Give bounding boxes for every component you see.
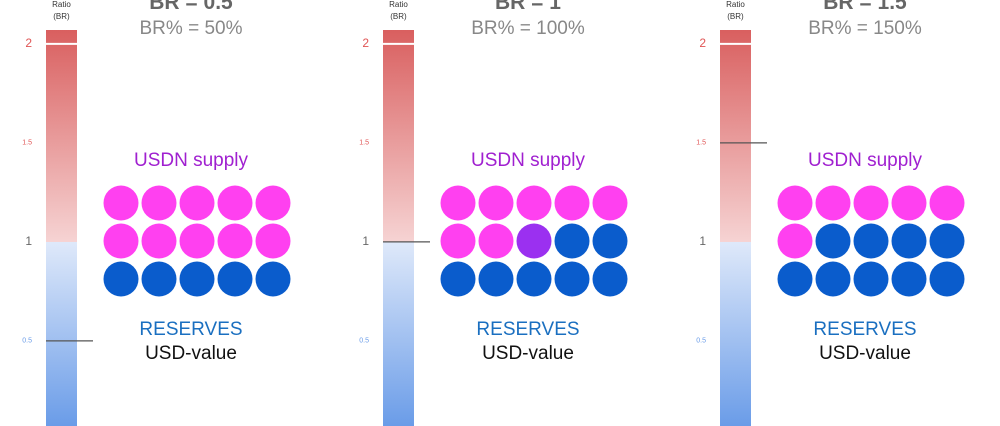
token-circle [217,261,253,297]
tick-label: 1 [699,234,706,248]
token-circle [440,261,476,297]
token-circle [516,185,552,221]
token-circle [929,261,965,297]
ratio-bar [383,30,414,426]
panel: Ratio (BR) 2 1.5 1 0.5 BR = 1 BR% = 100% USDN su… [359,0,628,426]
axis-title: Ratio [52,0,71,9]
reserves-sublabel: USD-value [482,343,574,364]
token-circle [815,261,851,297]
token-circle [929,185,965,221]
token-circle [554,223,590,259]
token-circle [179,261,215,297]
token-circle [592,261,628,297]
token-circle [853,223,889,259]
token-circle [815,223,851,259]
reserves-sublabel: USD-value [819,343,911,364]
tick-label: 2 [362,36,369,50]
tick-label: 1.5 [359,140,369,147]
panel-subtitle: BR% = 100% [471,18,585,39]
token-circle [103,185,139,221]
token-circle [179,185,215,221]
tick-label: 0.5 [696,338,706,345]
token-circle [217,223,253,259]
panel: Ratio (BR) 2 1.5 1 0.5 BR = 0.5 BR% = 50% USDN s… [22,0,291,426]
token-circle [255,261,291,297]
tick-label: 0.5 [22,338,32,345]
token-circle [516,223,552,259]
panel-title: BR = 0.5 [149,0,233,14]
token-circle [815,185,851,221]
axis-title: Ratio [389,0,408,9]
tick-label: 1.5 [22,140,32,147]
token-circle [891,261,927,297]
token-circle [103,261,139,297]
token-circle [891,185,927,221]
token-circle [217,185,253,221]
axis-title: (BR) [390,12,407,21]
token-circle [478,261,514,297]
token-circle [440,223,476,259]
panel-subtitle: BR% = 50% [140,18,243,39]
token-circle [592,185,628,221]
tick-label: 2 [699,36,706,50]
token-circle [554,185,590,221]
supply-label: USDN supply [471,150,586,171]
reserves-label: RESERVES [139,319,242,340]
token-circle [777,261,813,297]
token-circle [255,185,291,221]
token-circle [141,185,177,221]
token-circle [478,185,514,221]
ratio-bar [720,30,751,426]
reserves-sublabel: USD-value [145,343,237,364]
token-circle [440,185,476,221]
token-circle [592,223,628,259]
token-circle [141,223,177,259]
panel-subtitle: BR% = 150% [808,18,922,39]
supply-label: USDN supply [134,150,249,171]
token-circle [179,223,215,259]
reserves-label: RESERVES [476,319,579,340]
tick-label: 1 [25,234,32,248]
token-circle [777,185,813,221]
supply-label: USDN supply [808,150,923,171]
token-circle [141,261,177,297]
panel: Ratio (BR) 2 1.5 1 0.5 BR = 1.5 BR% = 150% USDN … [696,0,965,426]
token-circle [929,223,965,259]
token-circle [554,261,590,297]
tick-label: 1.5 [696,140,706,147]
tick-label: 1 [362,234,369,248]
token-circle [103,223,139,259]
ratio-bar [46,30,77,426]
reserves-label: RESERVES [813,319,916,340]
axis-title: Ratio [726,0,745,9]
axis-title: (BR) [727,12,744,21]
token-circle [516,261,552,297]
token-circle [255,223,291,259]
token-circle [891,223,927,259]
token-circle [853,185,889,221]
panel-title: BR = 1.5 [823,0,907,14]
panel-title: BR = 1 [495,0,561,14]
tick-label: 0.5 [359,338,369,345]
token-circle [853,261,889,297]
axis-title: (BR) [53,12,70,21]
tick-label: 2 [25,36,32,50]
token-circle [777,223,813,259]
token-circle [478,223,514,259]
